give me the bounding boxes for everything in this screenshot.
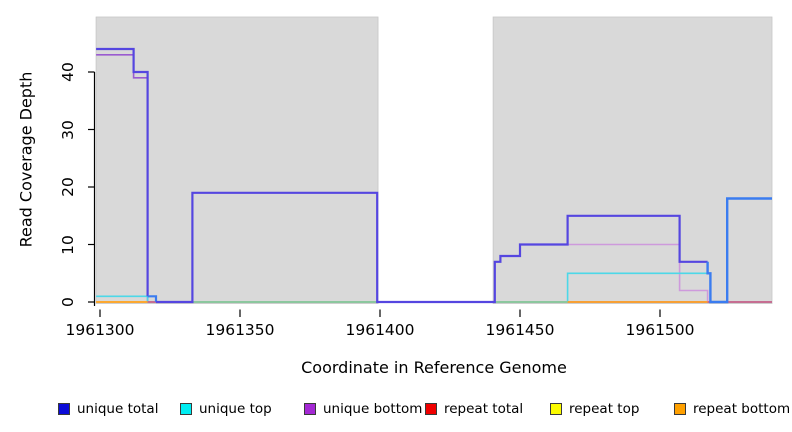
legend-label: unique bottom <box>323 401 423 417</box>
x-tick-label: 1961350 <box>205 321 275 339</box>
series-line-unique-total <box>706 197 772 304</box>
legend-label: repeat bottom <box>693 401 791 417</box>
legend-item-unique-total: unique total <box>58 400 158 418</box>
legend-swatch-icon <box>674 403 686 415</box>
legend-item-unique-bottom: unique bottom <box>304 400 422 418</box>
legend-swatch-icon <box>425 403 437 415</box>
legend-swatch-icon <box>550 403 562 415</box>
shaded-region <box>492 16 773 304</box>
series-line-unique-total <box>156 191 708 304</box>
legend-swatch-icon <box>304 403 316 415</box>
shaded-region <box>95 16 379 304</box>
x-tick-label: 1961450 <box>485 321 555 339</box>
legend-label: unique total <box>77 401 159 417</box>
legend-label: repeat total <box>444 401 524 417</box>
legend-swatch-icon <box>58 403 70 415</box>
series-line-unique-total <box>96 47 149 297</box>
legend-item-repeat-total: repeat total <box>425 400 523 418</box>
x-tick-label: 1961300 <box>65 321 135 339</box>
legend-swatch-icon <box>180 403 192 415</box>
legend-item-repeat-top: repeat top <box>550 400 639 418</box>
y-axis-title: Read Coverage Depth <box>16 71 36 248</box>
y-tick-label: 40 <box>59 62 77 82</box>
y-tick-label: 30 <box>59 119 77 140</box>
y-tick-label: 0 <box>59 297 77 307</box>
y-tick-label: 10 <box>59 234 77 255</box>
series-line-unique-bottom <box>567 243 709 302</box>
x-axis-title: Coordinate in Reference Genome <box>301 358 567 377</box>
legend-label: repeat top <box>569 401 640 417</box>
y-tick-label: 20 <box>59 177 77 197</box>
legend-item-unique-top: unique top <box>180 400 272 418</box>
legend-item-repeat-bottom: repeat bottom <box>674 400 790 418</box>
chart-legend: unique total unique top unique bottom repea… <box>0 400 792 420</box>
x-tick-label: 1961500 <box>625 321 695 339</box>
x-tick-label: 1961400 <box>345 321 415 339</box>
legend-label: unique top <box>199 401 272 417</box>
series-line-unique-total <box>147 295 158 302</box>
